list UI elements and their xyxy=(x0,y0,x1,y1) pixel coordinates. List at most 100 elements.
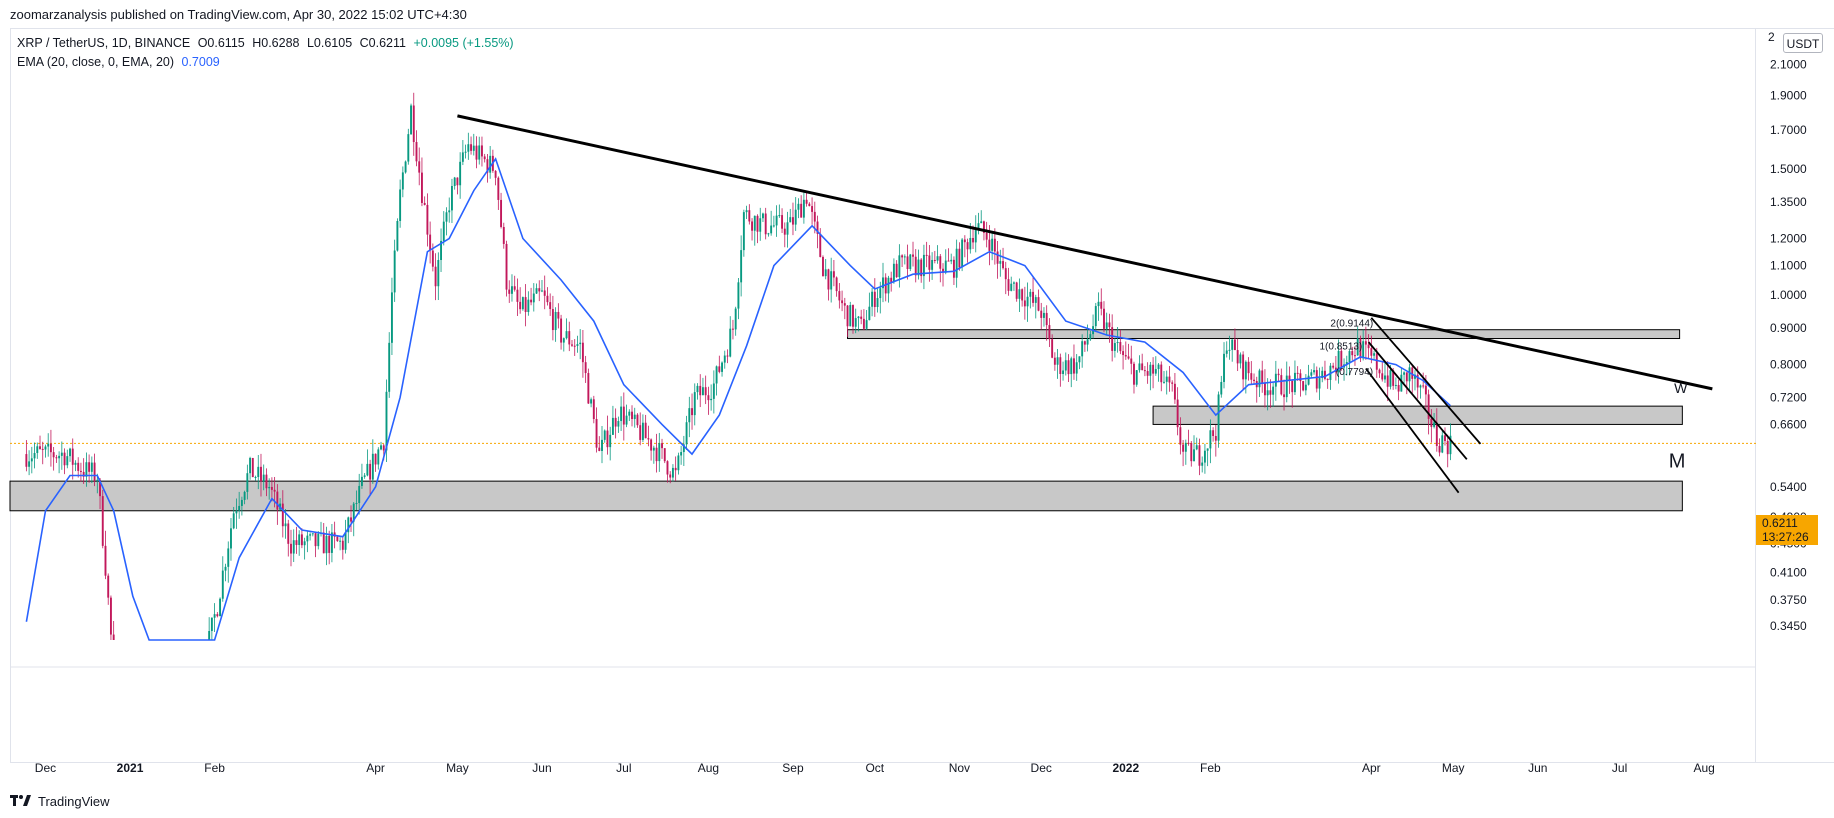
candle xyxy=(546,287,549,306)
chart-pane[interactable] xyxy=(10,28,1756,763)
candle-body xyxy=(753,215,756,231)
candle-body xyxy=(1266,390,1269,396)
candle xyxy=(778,204,781,218)
candle-body xyxy=(96,479,99,481)
candle-body xyxy=(1326,378,1329,380)
candle-body xyxy=(906,256,909,270)
candle xyxy=(1078,356,1081,370)
candle xyxy=(762,212,764,223)
candle xyxy=(290,529,292,567)
candle xyxy=(584,355,587,383)
candle-body xyxy=(674,467,677,471)
candle-body xyxy=(1351,351,1354,356)
candle-body xyxy=(270,486,273,490)
candle-body xyxy=(1444,435,1446,441)
candle-body xyxy=(358,485,361,504)
footer[interactable]: TradingView xyxy=(10,790,110,812)
candle xyxy=(1299,369,1302,397)
candle-body xyxy=(481,145,483,157)
currency-unit-button[interactable]: USDT xyxy=(1783,33,1823,53)
candle-body xyxy=(1021,289,1024,301)
candle xyxy=(451,178,453,224)
candle xyxy=(1130,345,1133,375)
candle-body xyxy=(901,255,904,258)
candle xyxy=(107,573,110,605)
candle-body xyxy=(464,151,467,153)
candle-body xyxy=(28,461,31,467)
last-price-value: 0.6211 xyxy=(1762,516,1798,530)
candle-body xyxy=(85,462,88,477)
price-tick-label: 0.4100 xyxy=(1770,565,1807,579)
candle-body xyxy=(751,221,754,231)
candle xyxy=(942,263,944,287)
candle xyxy=(429,221,432,264)
candle xyxy=(950,253,953,265)
candle-body xyxy=(903,256,906,258)
candle xyxy=(270,477,273,502)
candle xyxy=(611,405,614,435)
candle-body xyxy=(295,540,298,545)
candle xyxy=(721,361,723,377)
candle-body xyxy=(726,355,729,357)
candle-body xyxy=(52,452,55,458)
candle-body xyxy=(230,528,232,549)
low-value: L0.6105 xyxy=(306,36,353,50)
candle-body xyxy=(579,342,582,345)
candle xyxy=(235,498,238,529)
candle-body xyxy=(396,220,399,251)
candle-body xyxy=(652,447,655,451)
candle xyxy=(497,176,500,210)
candle xyxy=(1438,438,1441,457)
candle-body xyxy=(838,291,841,301)
candle xyxy=(554,307,557,342)
candle-body xyxy=(1007,279,1010,291)
candle xyxy=(1231,339,1234,362)
candle-body xyxy=(410,105,412,135)
candle xyxy=(538,280,541,302)
candle xyxy=(478,136,481,165)
candle-body xyxy=(1435,422,1438,446)
candle-body xyxy=(1168,376,1171,383)
candle xyxy=(1097,292,1100,321)
candle-body xyxy=(827,269,830,290)
time-tick-label: Dec xyxy=(35,761,56,775)
candle xyxy=(811,197,814,225)
candle-body xyxy=(644,422,647,439)
candle-body xyxy=(1433,422,1436,427)
candle-body xyxy=(1277,373,1280,376)
price-tick-label: 0.5400 xyxy=(1770,480,1807,494)
candle xyxy=(1111,314,1114,362)
candle xyxy=(931,252,934,280)
candle-body xyxy=(991,238,994,251)
price-tick-label: 1.3500 xyxy=(1770,195,1807,209)
candle-body xyxy=(781,215,784,229)
price-tick-label: 0.3750 xyxy=(1770,593,1807,607)
candle xyxy=(1394,377,1397,390)
candle xyxy=(857,316,860,332)
candle-body xyxy=(797,203,800,210)
candle xyxy=(939,254,942,283)
candle xyxy=(238,491,241,519)
price-axis[interactable] xyxy=(1756,28,1834,763)
candle-body xyxy=(1414,374,1416,379)
candle xyxy=(996,241,999,279)
candle-body xyxy=(1078,356,1081,363)
price-tick-label: 0.3450 xyxy=(1770,619,1807,633)
candle xyxy=(1209,419,1212,464)
candle-body xyxy=(666,461,669,475)
candle xyxy=(647,425,650,447)
candle xyxy=(726,349,729,364)
candle xyxy=(688,396,691,438)
candle-body xyxy=(625,415,628,425)
candle xyxy=(592,395,595,424)
candle-body xyxy=(505,243,508,290)
candle xyxy=(1043,307,1045,327)
candle-body xyxy=(232,513,235,529)
candle xyxy=(1315,366,1318,393)
candle-body xyxy=(778,215,781,217)
candle xyxy=(437,252,440,301)
time-tick-label: Feb xyxy=(204,761,225,775)
candle-body xyxy=(876,298,879,308)
candle-body xyxy=(939,256,942,269)
